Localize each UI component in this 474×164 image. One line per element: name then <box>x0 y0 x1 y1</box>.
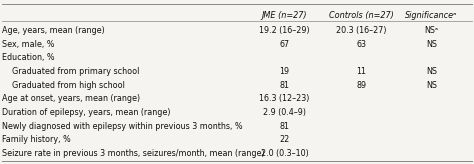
Text: NS: NS <box>426 81 437 90</box>
Text: Education, %: Education, % <box>2 53 55 62</box>
Text: 16.3 (12–23): 16.3 (12–23) <box>259 94 310 103</box>
Text: 11: 11 <box>356 67 366 76</box>
Text: Controls (n=27): Controls (n=27) <box>329 11 393 20</box>
Text: Age, years, mean (range): Age, years, mean (range) <box>2 26 105 35</box>
Text: NSᵃ: NSᵃ <box>424 26 438 35</box>
Text: JME (n=27): JME (n=27) <box>262 11 307 20</box>
Text: Graduated from primary school: Graduated from primary school <box>2 67 139 76</box>
Text: NS: NS <box>426 40 437 49</box>
Text: 20.3 (16–27): 20.3 (16–27) <box>336 26 386 35</box>
Text: Newly diagnosed with epilepsy within previous 3 months, %: Newly diagnosed with epilepsy within pre… <box>2 122 243 131</box>
Text: 81: 81 <box>279 81 290 90</box>
Text: Age at onset, years, mean (range): Age at onset, years, mean (range) <box>2 94 140 103</box>
Text: 89: 89 <box>356 81 366 90</box>
Text: Family history, %: Family history, % <box>2 135 71 144</box>
Text: Graduated from high school: Graduated from high school <box>2 81 125 90</box>
Text: Duration of epilepsy, years, mean (range): Duration of epilepsy, years, mean (range… <box>2 108 170 117</box>
Text: 63: 63 <box>356 40 366 49</box>
Text: 2.0 (0.3–10): 2.0 (0.3–10) <box>261 149 308 158</box>
Text: Sex, male, %: Sex, male, % <box>2 40 55 49</box>
Text: 19: 19 <box>279 67 290 76</box>
Text: 81: 81 <box>279 122 290 131</box>
Text: Significanceᵃ: Significanceᵃ <box>405 11 457 20</box>
Text: 19.2 (16–29): 19.2 (16–29) <box>259 26 310 35</box>
Text: 2.9 (0.4–9): 2.9 (0.4–9) <box>263 108 306 117</box>
Text: 67: 67 <box>279 40 290 49</box>
Text: NS: NS <box>426 67 437 76</box>
Text: 22: 22 <box>279 135 290 144</box>
Text: Seizure rate in previous 3 months, seizures/month, mean (range): Seizure rate in previous 3 months, seizu… <box>2 149 264 158</box>
